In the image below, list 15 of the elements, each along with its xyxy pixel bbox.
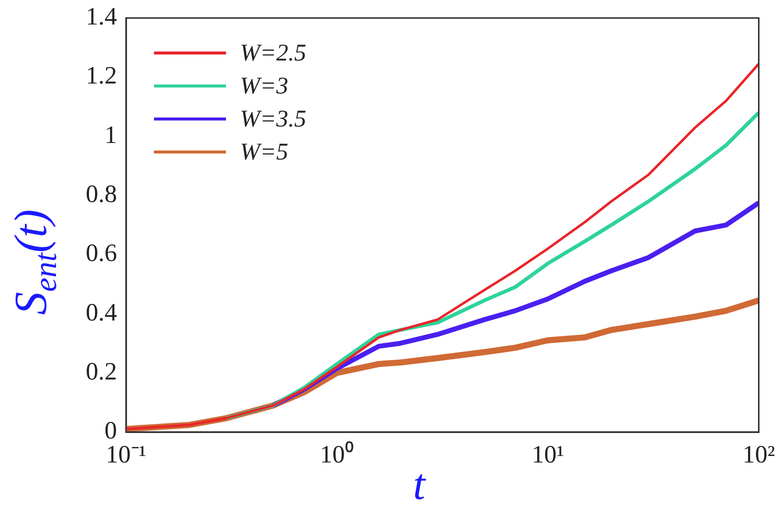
x-axis-title: t xyxy=(413,460,426,509)
legend-label: W=2.5 xyxy=(240,40,306,66)
y-tick-label: 0.2 xyxy=(86,358,117,386)
legend-label: W=5 xyxy=(240,139,288,166)
x-tick-label: 10² xyxy=(742,442,775,469)
y-tick-label: 1.2 xyxy=(86,62,117,90)
x-tick-label: 10¹ xyxy=(532,442,564,469)
legend-label: W=3 xyxy=(240,73,288,100)
y-tick-label: 1.4 xyxy=(86,4,118,31)
legend-label: W=3.5 xyxy=(240,106,306,132)
y-tick-label: 0.8 xyxy=(86,180,117,208)
y-tick-label: 1 xyxy=(104,122,117,149)
x-tick-label: 10⁰ xyxy=(320,440,354,469)
y-tick-label: 0.4 xyxy=(86,299,118,326)
y-tick-label: 0.6 xyxy=(86,240,117,268)
